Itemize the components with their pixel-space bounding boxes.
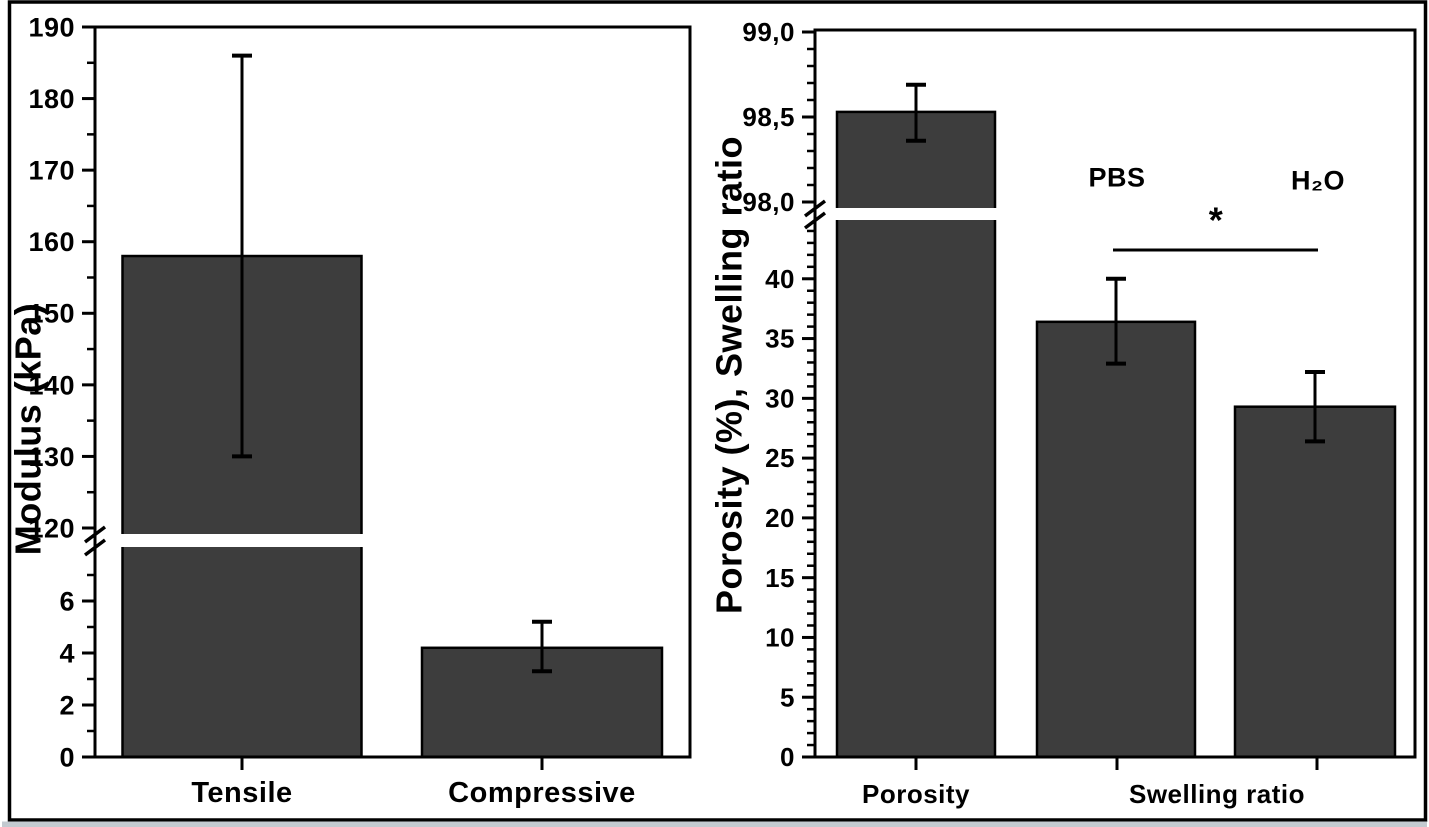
y-tick-label: 99,0: [742, 17, 795, 47]
pbs-label: PBS: [1088, 162, 1145, 192]
y-tick-label: 0: [780, 742, 795, 772]
bar-pbs: [1035, 320, 1197, 759]
y-tick-label: 170: [28, 156, 75, 186]
y-tick-label: 4: [59, 638, 75, 668]
axis-break-mark: [803, 199, 827, 218]
y-tick-label: 0: [59, 742, 75, 772]
significance-star: *: [1209, 200, 1224, 241]
y-tick-label: 2: [59, 690, 75, 720]
h2o-label: H₂O: [1291, 165, 1345, 195]
axis-break-mark: [83, 525, 107, 544]
y-tick-label: 120: [28, 513, 75, 543]
y-tick-label: 98,0: [742, 187, 795, 217]
y-tick-label: 15: [765, 563, 795, 593]
axis-break-band: [97, 534, 688, 547]
y-tick-label: 160: [28, 227, 75, 257]
y-tick-label: 140: [28, 370, 75, 400]
y-tick-label: 30: [765, 383, 795, 413]
y-tick-label: 35: [765, 324, 795, 354]
x-category-label-compressive: Compressive: [448, 777, 636, 809]
y-tick-label: 10: [765, 623, 795, 653]
y-tick-label: 40: [765, 264, 795, 294]
y-tick-label: 5: [780, 682, 795, 712]
y-tick-label: 180: [28, 84, 75, 114]
axis-break-band: [817, 208, 1413, 220]
y-tick-label: 130: [28, 442, 75, 472]
y-tick-label: 150: [28, 299, 75, 329]
x-category-label-swelling-ratio: Swelling ratio: [1129, 779, 1305, 809]
y-tick-label: 25: [765, 443, 795, 473]
plot-frame: [813, 28, 1417, 759]
axis-break-mark: [803, 211, 827, 230]
plot-frame: [93, 25, 692, 759]
y-tick-label: 20: [765, 503, 795, 533]
y-axis-label-0: Modulus (kPa): [8, 303, 49, 556]
x-category-label-porosity: Porosity: [862, 779, 970, 809]
y-tick-label: 98,5: [742, 102, 795, 132]
y-tick-label: 6: [59, 586, 75, 616]
x-category-label-tensile: Tensile: [191, 777, 292, 809]
axis-break-mark: [83, 538, 107, 557]
y-axis-label-1: Porosity (%), Swelling ratio: [709, 136, 750, 614]
figure-bottom-strip: [2, 821, 1427, 827]
y-tick-label: 190: [28, 12, 75, 42]
bar-h-o: [1233, 405, 1397, 759]
